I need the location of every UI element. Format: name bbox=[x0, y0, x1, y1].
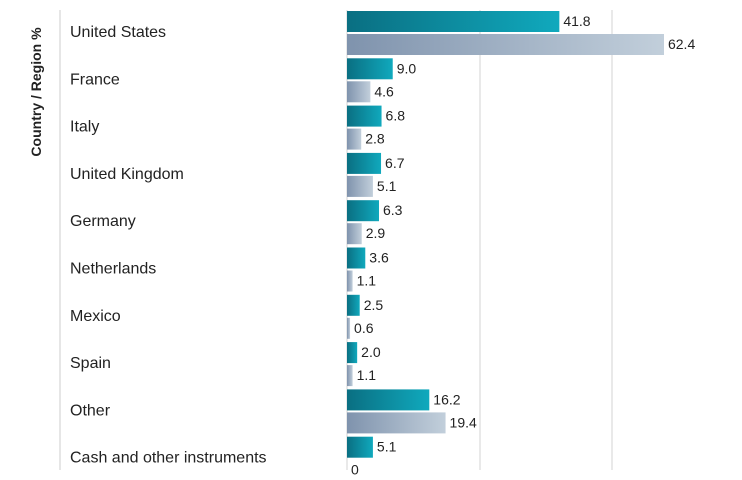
data-label-series1-3: 2.8 bbox=[365, 131, 385, 147]
bar-series0-6 bbox=[347, 247, 366, 269]
bar-series0-8 bbox=[347, 342, 358, 364]
data-label-series0-2: 9.0 bbox=[397, 60, 417, 76]
data-label-series1-6: 1.1 bbox=[357, 273, 377, 289]
bar-series0-10 bbox=[347, 436, 373, 458]
bar-series0-1 bbox=[347, 11, 560, 32]
category-label: Cash and other instruments bbox=[70, 450, 267, 467]
value-labels: 41.8 62.4 9.04.6 6.82.86.7 5.1 6.3 2.9 3.6 1.1 2.… bbox=[351, 13, 695, 478]
bars bbox=[347, 11, 664, 458]
category-label: United States bbox=[70, 24, 166, 41]
data-label-series0-3: 6.8 bbox=[386, 108, 406, 124]
data-label-series1-5: 2.9 bbox=[366, 225, 386, 241]
data-label-series1-4: 5.1 bbox=[377, 178, 397, 194]
bar-series1-9 bbox=[347, 412, 446, 434]
category-label: France bbox=[70, 71, 120, 88]
data-label-series0-6: 3.6 bbox=[369, 250, 389, 266]
data-label-series0-10: 5.1 bbox=[377, 439, 397, 455]
data-label-series1-7: 0.6 bbox=[354, 320, 374, 336]
category-label: United Kingdom bbox=[70, 166, 184, 183]
bar-series1-5 bbox=[347, 223, 362, 245]
bar-series1-6 bbox=[347, 270, 353, 292]
data-label-series0-9: 16.2 bbox=[433, 391, 460, 407]
category-label: Other bbox=[70, 402, 111, 419]
bar-series1-8 bbox=[347, 365, 353, 387]
bar-series0-9 bbox=[347, 389, 430, 411]
data-label-series1-2: 4.6 bbox=[374, 83, 394, 99]
bar-series1-2 bbox=[347, 81, 371, 103]
category-label: Spain bbox=[70, 355, 111, 372]
category-label: Netherlands bbox=[70, 261, 156, 278]
data-label-series0-7: 2.5 bbox=[364, 297, 384, 313]
data-label-series0-8: 2.0 bbox=[361, 344, 381, 360]
category-label: Germany bbox=[70, 213, 136, 230]
bar-series0-7 bbox=[347, 294, 360, 316]
data-label-series0-1: 41.8 bbox=[563, 13, 590, 29]
category-label: Mexico bbox=[70, 308, 121, 325]
bar-series0-3 bbox=[347, 105, 382, 127]
data-label-series1-9: 19.4 bbox=[450, 414, 477, 430]
data-label-series1-10: 0 bbox=[351, 462, 359, 478]
bar-series1-1 bbox=[347, 34, 664, 55]
category-labels: United States France Italy United Kingdom Ge… bbox=[70, 24, 267, 467]
bar-series1-3 bbox=[347, 128, 362, 150]
data-label-series0-4: 6.7 bbox=[385, 155, 405, 171]
y-axis-title: Country / Region % bbox=[28, 27, 44, 157]
data-label-series1-1: 62.4 bbox=[668, 36, 695, 52]
bar-series0-4 bbox=[347, 152, 382, 174]
bar-series0-2 bbox=[347, 58, 393, 80]
bar-series1-4 bbox=[347, 175, 373, 197]
category-label: Italy bbox=[70, 119, 99, 136]
data-label-series1-8: 1.1 bbox=[357, 367, 377, 383]
data-label-series0-5: 6.3 bbox=[383, 202, 403, 218]
bar-series0-5 bbox=[347, 200, 380, 222]
bar-series1-7 bbox=[347, 317, 351, 339]
